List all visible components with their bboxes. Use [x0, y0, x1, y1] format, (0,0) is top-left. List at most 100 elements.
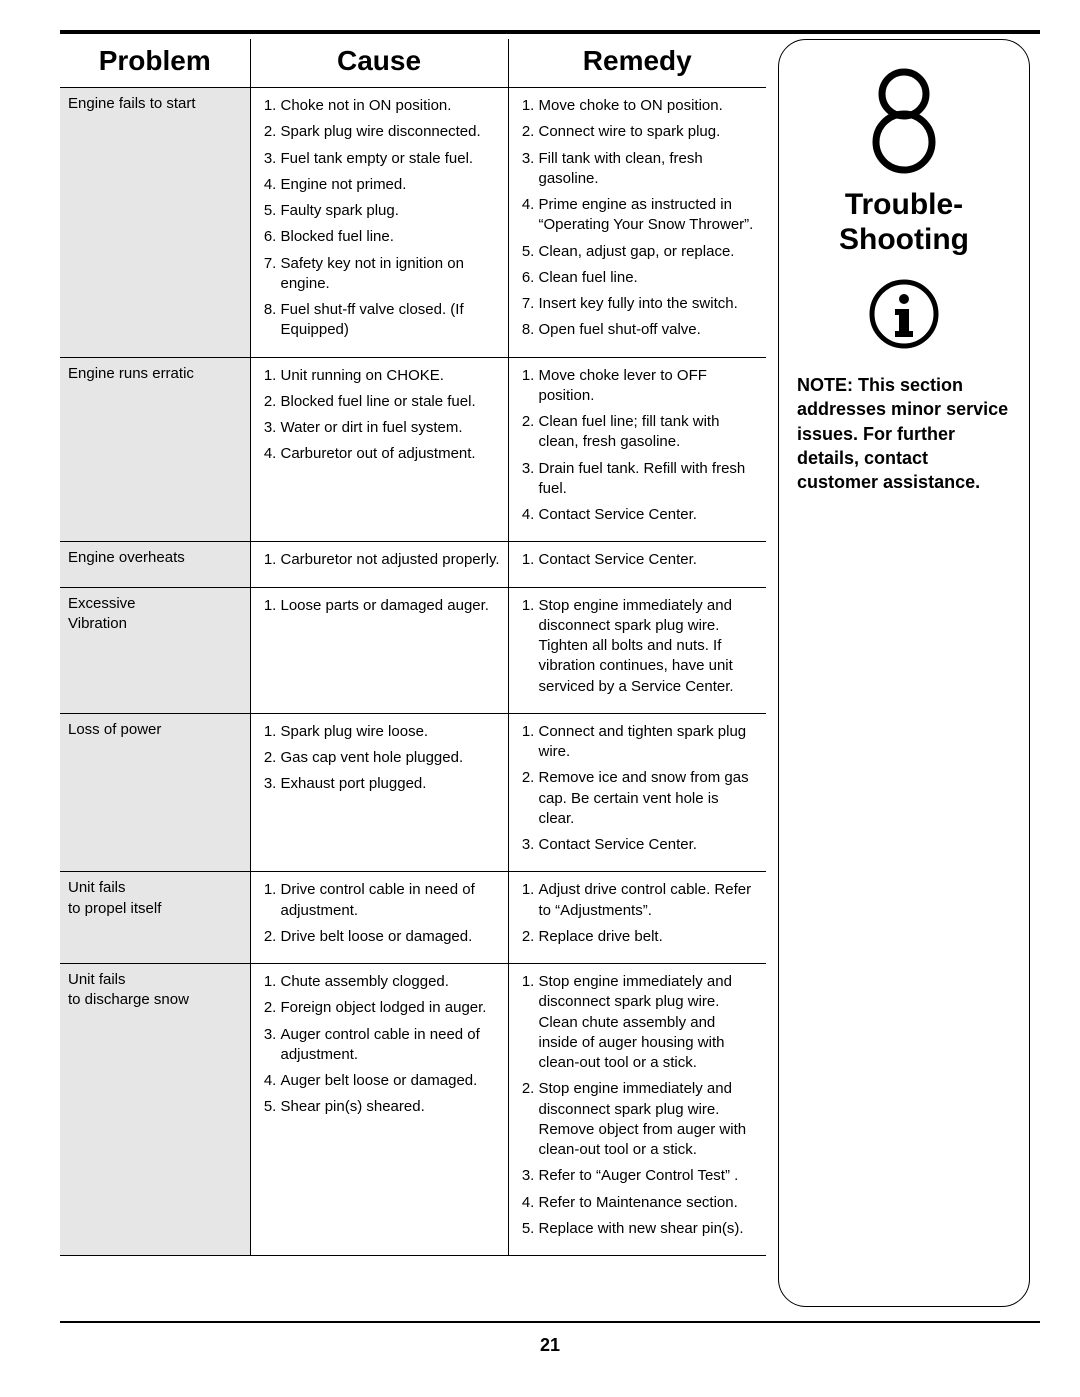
remedy-item: Connect and tighten spark plug wire.	[539, 722, 759, 763]
bottom-rule	[60, 1321, 1040, 1323]
remedy-list: Stop engine immediately and disconnect s…	[517, 596, 759, 697]
cause-cell: Spark plug wire loose. Gas cap vent hole …	[250, 713, 508, 872]
cause-item: Choke not in ON position.	[281, 96, 500, 116]
sidebar-title-line1: Trouble-	[845, 188, 963, 221]
table-row: Loss of power Spark plug wire loose. Gas c…	[60, 713, 766, 872]
remedy-cell: Connect and tighten spark plug wire. Remo…	[508, 713, 766, 872]
problem-cell: Engine overheats	[60, 542, 250, 587]
remedy-cell: Move choke to ON position. Connect wire t…	[508, 88, 766, 358]
cause-list: Drive control cable in need of adjustmen…	[259, 880, 500, 947]
cause-item: Drive control cable in need of adjustmen…	[281, 880, 500, 921]
cause-list: Chute assembly clogged. Foreign object lo…	[259, 972, 500, 1118]
remedy-item: Clean, adjust gap, or replace.	[539, 242, 759, 262]
cause-cell: Loose parts or damaged auger.	[250, 587, 508, 713]
table-row: Unit failsto propel itself Drive control …	[60, 872, 766, 964]
remedy-item: Stop engine immediately and disconnect s…	[539, 1079, 759, 1160]
remedy-item: Replace drive belt.	[539, 927, 759, 947]
cause-item: Fuel tank empty or stale fuel.	[281, 149, 500, 169]
remedy-item: Refer to Maintenance section.	[539, 1193, 759, 1213]
remedy-item: Clean fuel line.	[539, 268, 759, 288]
page-number: 21	[60, 1335, 1040, 1356]
troubleshooting-table: Problem Cause Remedy Engine fails to sta…	[60, 39, 766, 1256]
remedy-item: Refer to “Auger Control Test” .	[539, 1166, 759, 1186]
cause-item: Shear pin(s) sheared.	[281, 1097, 500, 1117]
table-row: Engine overheats Carburetor not adjusted …	[60, 542, 766, 587]
table-body: Engine fails to startChoke not in ON pos…	[60, 88, 766, 1256]
cause-item: Spark plug wire disconnected.	[281, 122, 500, 142]
remedy-item: Fill tank with clean, fresh gasoline.	[539, 149, 759, 190]
table-row: Unit failsto discharge snowChute assembl…	[60, 964, 766, 1256]
cause-item: Carburetor out of adjustment.	[281, 444, 500, 464]
problem-cell: Loss of power	[60, 713, 250, 872]
cause-item: Carburetor not adjusted properly.	[281, 550, 500, 570]
top-rule	[60, 30, 1040, 34]
cause-item: Fuel shut-ff valve closed. (If Equipped)	[281, 300, 500, 341]
problem-cell: Engine runs erratic	[60, 357, 250, 542]
cause-cell: Choke not in ON position. Spark plug wire…	[250, 88, 508, 358]
cause-cell: Drive control cable in need of adjustmen…	[250, 872, 508, 964]
remedy-item: Contact Service Center.	[539, 505, 759, 525]
remedy-item: Adjust drive control cable. Refer to “Ad…	[539, 880, 759, 921]
remedy-list: Move choke to ON position. Connect wire t…	[517, 96, 759, 341]
remedy-item: Connect wire to spark plug.	[539, 122, 759, 142]
cause-list: Spark plug wire loose. Gas cap vent hole …	[259, 722, 500, 795]
cause-item: Foreign object lodged in auger.	[281, 998, 500, 1018]
cause-cell: Carburetor not adjusted properly.	[250, 542, 508, 587]
cause-item: Faulty spark plug.	[281, 201, 500, 221]
problem-cell: Engine fails to start	[60, 88, 250, 358]
sidebar-panel: Trouble- Shooting NOTE: This section add…	[778, 39, 1030, 1307]
remedy-item: Insert key fully into the switch.	[539, 294, 759, 314]
problem-cell: ExcessiveVibration	[60, 587, 250, 713]
cause-list: Unit running on CHOKE. Blocked fuel line …	[259, 366, 500, 465]
table-row: Engine fails to startChoke not in ON pos…	[60, 88, 766, 358]
cause-item: Unit running on CHOKE.	[281, 366, 500, 386]
table-row: Engine runs erraticUnit running on CHOKE…	[60, 357, 766, 542]
cause-item: Blocked fuel line or stale fuel.	[281, 392, 500, 412]
sidebar-note: NOTE: This section addresses minor servi…	[797, 373, 1011, 494]
cause-item: Loose parts or damaged auger.	[281, 596, 500, 616]
remedy-item: Clean fuel line; fill tank with clean, f…	[539, 412, 759, 453]
cause-item: Exhaust port plugged.	[281, 774, 500, 794]
remedy-item: Remove ice and snow from gas cap. Be cer…	[539, 768, 759, 829]
cause-list: Carburetor not adjusted properly.	[259, 550, 500, 570]
cause-item: Safety key not in ignition on engine.	[281, 254, 500, 295]
remedy-list: Move choke lever to OFF position.Clean f…	[517, 366, 759, 526]
cause-item: Engine not primed.	[281, 175, 500, 195]
sidebar-title-line2: Shooting	[839, 223, 969, 256]
cause-list: Loose parts or damaged auger.	[259, 596, 500, 616]
table-column: Problem Cause Remedy Engine fails to sta…	[60, 39, 766, 1256]
remedy-list: Adjust drive control cable. Refer to “Ad…	[517, 880, 759, 947]
cause-item: Blocked fuel line.	[281, 227, 500, 247]
problem-cell: Unit failsto discharge snow	[60, 964, 250, 1256]
remedy-cell: Contact Service Center.	[508, 542, 766, 587]
remedy-item: Replace with new shear pin(s).	[539, 1219, 759, 1239]
cause-item: Spark plug wire loose.	[281, 722, 500, 742]
table-header-row: Problem Cause Remedy	[60, 39, 766, 88]
remedy-item: Stop engine immediately and disconnect s…	[539, 596, 759, 697]
cause-item: Chute assembly clogged.	[281, 972, 500, 992]
col-header-cause: Cause	[250, 39, 508, 88]
cause-item: Gas cap vent hole plugged.	[281, 748, 500, 768]
col-header-problem: Problem	[60, 39, 250, 88]
remedy-item: Stop engine immediately and disconnect s…	[539, 972, 759, 1073]
cause-cell: Chute assembly clogged. Foreign object lo…	[250, 964, 508, 1256]
cause-list: Choke not in ON position. Spark plug wire…	[259, 96, 500, 341]
remedy-item: Open fuel shut-off valve.	[539, 320, 759, 340]
remedy-cell: Stop engine immediately and disconnect s…	[508, 587, 766, 713]
remedy-list: Connect and tighten spark plug wire. Remo…	[517, 722, 759, 856]
table-row: ExcessiveVibration Loose parts or damaged…	[60, 587, 766, 713]
remedy-item: Prime engine as instructed in “Operating…	[539, 195, 759, 236]
sidebar-title: Trouble- Shooting	[797, 188, 1011, 257]
page: Problem Cause Remedy Engine fails to sta…	[0, 0, 1080, 1376]
chapter-number-8-icon	[864, 64, 944, 174]
remedy-item: Drain fuel tank. Refill with fresh fuel.	[539, 459, 759, 500]
cause-item: Auger control cable in need of adjustmen…	[281, 1025, 500, 1066]
col-header-remedy: Remedy	[508, 39, 766, 88]
cause-cell: Unit running on CHOKE. Blocked fuel line …	[250, 357, 508, 542]
cause-item: Auger belt loose or damaged.	[281, 1071, 500, 1091]
cause-item: Water or dirt in fuel system.	[281, 418, 500, 438]
info-icon	[869, 279, 939, 349]
problem-cell: Unit failsto propel itself	[60, 872, 250, 964]
remedy-cell: Stop engine immediately and disconnect s…	[508, 964, 766, 1256]
remedy-item: Move choke to ON position.	[539, 96, 759, 116]
